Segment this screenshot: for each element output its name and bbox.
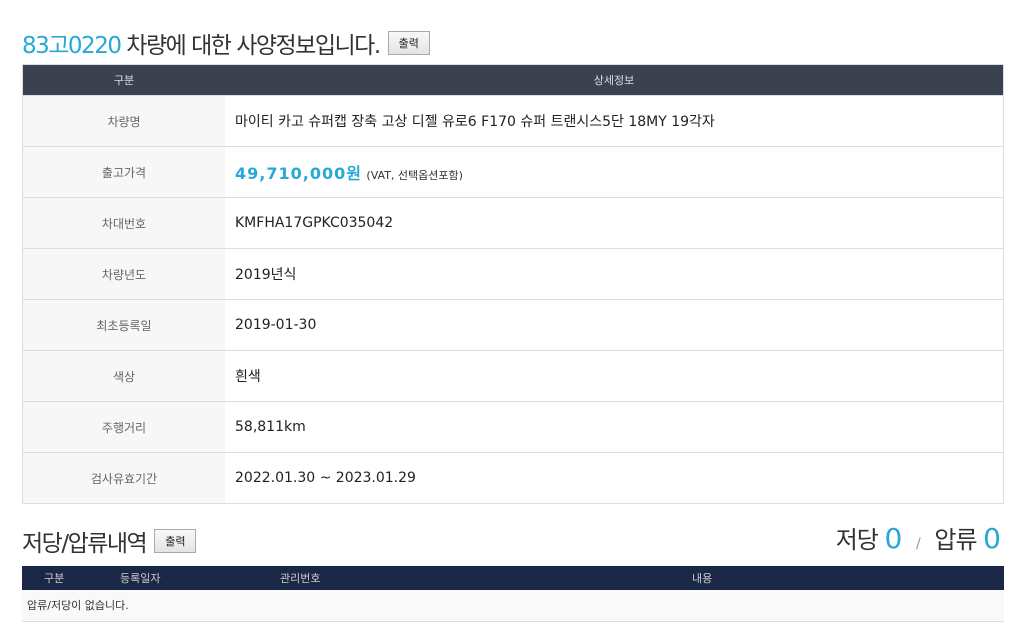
plate-number: 83고0220 bbox=[22, 33, 122, 59]
table-row: 주행거리 58,811km bbox=[22, 401, 1004, 453]
table-row: 차량명 마이티 카고 슈퍼캡 장축 고상 디젤 유로6 F170 슈퍼 트랜시스5… bbox=[22, 95, 1004, 147]
empty-message: 압류/저당이 없습니다. bbox=[22, 590, 1004, 622]
table-row: 색상 흰색 bbox=[22, 350, 1004, 402]
page-title: 83고0220 차량에 대한 사양정보입니다. 출력 bbox=[22, 26, 430, 60]
price-note: (VAT, 선택옵션포함) bbox=[366, 169, 463, 182]
column-header: 내용 bbox=[692, 572, 713, 585]
lien-table-header: 구분 등록일자 관리번호 내용 bbox=[22, 566, 1004, 590]
color: 흰색 bbox=[225, 350, 1004, 402]
row-label: 색상 bbox=[22, 350, 225, 402]
mortgage-count: 0 bbox=[884, 522, 903, 555]
table-row: 차대번호 KMFHA17GPKC035042 bbox=[22, 197, 1004, 249]
lien-counts: 저당 0 / 압류 0 bbox=[835, 520, 1001, 555]
column-header: 관리번호 bbox=[280, 572, 321, 585]
print-button[interactable]: 출력 bbox=[387, 31, 430, 55]
row-label: 최초등록일 bbox=[22, 299, 225, 351]
vehicle-name: 마이티 카고 슈퍼캡 장축 고상 디젤 유로6 F170 슈퍼 트랜시스5단 1… bbox=[225, 95, 1004, 147]
column-header: 구분 bbox=[44, 572, 65, 585]
title-text: 차량에 대한 사양정보입니다. bbox=[120, 33, 381, 59]
row-label: 차량년도 bbox=[22, 248, 225, 300]
column-header: 등록일자 bbox=[120, 572, 161, 585]
spec-table: 구분 상세정보 차량명 마이티 카고 슈퍼캡 장축 고상 디젤 유로6 F170 슈… bbox=[22, 64, 1004, 504]
table-row: 차량년도 2019년식 bbox=[22, 248, 1004, 300]
table-row: 최초등록일 2019-01-30 bbox=[22, 299, 1004, 351]
inspection-period: 2022.01.30 ~ 2023.01.29 bbox=[225, 452, 1004, 504]
mileage: 58,811km bbox=[225, 401, 1004, 453]
lien-print-button[interactable]: 출력 bbox=[154, 529, 197, 553]
model-year: 2019년식 bbox=[225, 248, 1004, 300]
vin: KMFHA17GPKC035042 bbox=[225, 197, 1004, 249]
mortgage-label: 저당 bbox=[835, 526, 879, 554]
lien-title: 저당/압류내역 bbox=[22, 531, 148, 557]
lien-section-title: 저당/압류내역 출력 bbox=[22, 524, 197, 558]
column-header: 상세정보 bbox=[225, 64, 1004, 96]
separator: / bbox=[916, 536, 921, 552]
row-label: 차량명 bbox=[22, 95, 225, 147]
first-registration: 2019-01-30 bbox=[225, 299, 1004, 351]
row-label: 출고가격 bbox=[22, 146, 225, 198]
seizure-count: 0 bbox=[983, 522, 1001, 555]
table-row: 출고가격 49,710,000원 (VAT, 선택옵션포함) bbox=[22, 146, 1004, 198]
seizure-label: 압류 bbox=[934, 526, 977, 554]
row-label: 검사유효기간 bbox=[22, 452, 225, 504]
price: 49,710,000원 bbox=[235, 164, 362, 183]
column-header: 구분 bbox=[22, 64, 225, 96]
row-label: 주행거리 bbox=[22, 401, 225, 453]
table-row: 검사유효기간 2022.01.30 ~ 2023.01.29 bbox=[22, 452, 1004, 504]
row-label: 차대번호 bbox=[22, 197, 225, 249]
